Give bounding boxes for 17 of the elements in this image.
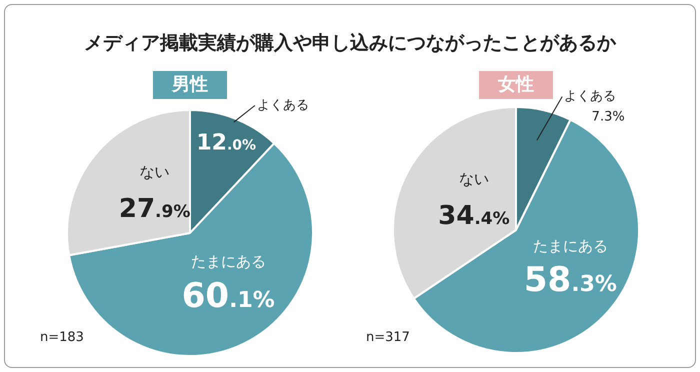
text: メディア掲載実績が購入や申し込みにつながったことがあるか [83,31,618,56]
slice-label: たまにある [190,252,266,271]
chart-title: 男性 [153,71,227,99]
data-label: 58.3% [524,260,617,300]
data-label: 34.4% [438,201,510,232]
data-label: 27.9% [118,194,190,224]
data-label: 60.1% [182,276,275,316]
data-label: 12.0% [196,130,256,156]
slice-label: よくある [256,98,309,113]
data-label: 7.3% [592,110,625,125]
text: n=183 [40,330,84,345]
text: n=317 [366,330,410,345]
slice-label: よくある [564,89,616,104]
chart-title: 女性 [479,71,553,99]
slice-label: たまにある [532,236,608,255]
slice-label: ない [458,170,489,188]
slice-label: ない [140,163,170,182]
